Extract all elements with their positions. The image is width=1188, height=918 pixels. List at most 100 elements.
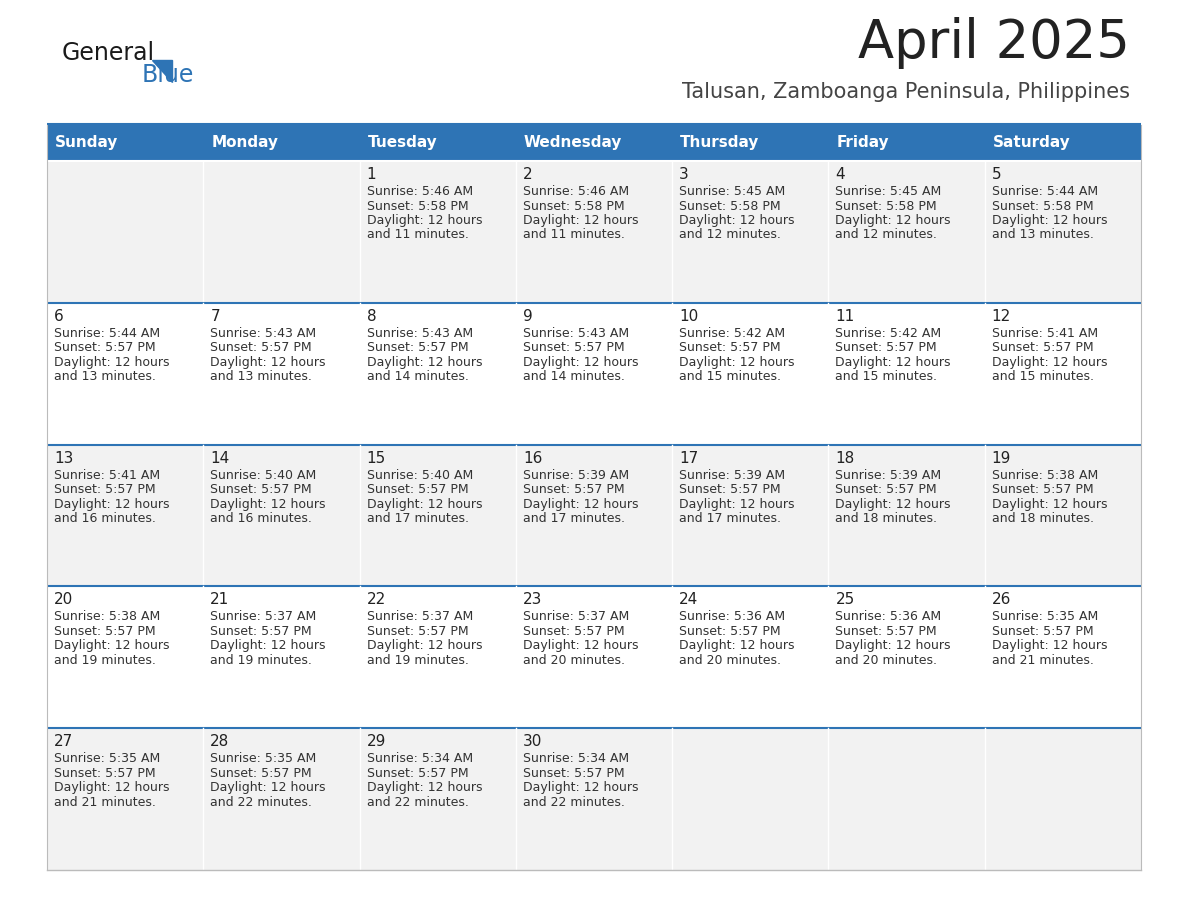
Text: 22: 22 — [367, 592, 386, 608]
Text: Tuesday: Tuesday — [367, 135, 437, 150]
Text: Sunset: 5:57 PM: Sunset: 5:57 PM — [53, 625, 156, 638]
Text: and 13 minutes.: and 13 minutes. — [992, 229, 1094, 241]
Text: and 22 minutes.: and 22 minutes. — [367, 796, 468, 809]
Text: Sunset: 5:57 PM: Sunset: 5:57 PM — [210, 483, 312, 496]
Text: Daylight: 12 hours: Daylight: 12 hours — [367, 781, 482, 794]
Text: Thursday: Thursday — [681, 135, 759, 150]
FancyBboxPatch shape — [48, 587, 1140, 728]
FancyBboxPatch shape — [360, 125, 516, 161]
FancyBboxPatch shape — [48, 728, 1140, 870]
Text: Sunrise: 5:44 AM: Sunrise: 5:44 AM — [992, 185, 1098, 198]
Text: Daylight: 12 hours: Daylight: 12 hours — [835, 356, 950, 369]
Text: 10: 10 — [680, 308, 699, 324]
Text: 21: 21 — [210, 592, 229, 608]
Text: and 20 minutes.: and 20 minutes. — [680, 654, 782, 666]
Text: 16: 16 — [523, 451, 542, 465]
Text: Sunset: 5:57 PM: Sunset: 5:57 PM — [523, 625, 625, 638]
Text: Daylight: 12 hours: Daylight: 12 hours — [992, 356, 1107, 369]
Text: Sunset: 5:57 PM: Sunset: 5:57 PM — [367, 341, 468, 354]
Text: Friday: Friday — [836, 135, 889, 150]
Text: and 13 minutes.: and 13 minutes. — [53, 370, 156, 384]
Text: Daylight: 12 hours: Daylight: 12 hours — [835, 214, 950, 227]
Text: 27: 27 — [53, 734, 74, 749]
Text: Daylight: 12 hours: Daylight: 12 hours — [210, 356, 326, 369]
Text: Sunrise: 5:46 AM: Sunrise: 5:46 AM — [523, 185, 628, 198]
Text: Sunset: 5:57 PM: Sunset: 5:57 PM — [210, 341, 312, 354]
Text: Sunrise: 5:43 AM: Sunrise: 5:43 AM — [210, 327, 316, 340]
FancyBboxPatch shape — [828, 125, 985, 161]
Text: Sunset: 5:57 PM: Sunset: 5:57 PM — [210, 767, 312, 779]
Text: Daylight: 12 hours: Daylight: 12 hours — [523, 781, 638, 794]
Text: Daylight: 12 hours: Daylight: 12 hours — [992, 214, 1107, 227]
Text: Daylight: 12 hours: Daylight: 12 hours — [523, 640, 638, 653]
Text: Monday: Monday — [211, 135, 278, 150]
Text: Sunrise: 5:36 AM: Sunrise: 5:36 AM — [680, 610, 785, 623]
Text: and 13 minutes.: and 13 minutes. — [210, 370, 312, 384]
Text: Sunrise: 5:34 AM: Sunrise: 5:34 AM — [523, 752, 628, 766]
FancyBboxPatch shape — [203, 125, 360, 161]
Text: 6: 6 — [53, 308, 64, 324]
Text: 1: 1 — [367, 167, 377, 182]
Text: and 22 minutes.: and 22 minutes. — [210, 796, 312, 809]
Text: Sunrise: 5:41 AM: Sunrise: 5:41 AM — [992, 327, 1098, 340]
Text: 4: 4 — [835, 167, 845, 182]
Text: 12: 12 — [992, 308, 1011, 324]
FancyBboxPatch shape — [672, 125, 828, 161]
Text: Daylight: 12 hours: Daylight: 12 hours — [210, 640, 326, 653]
Text: Sunset: 5:57 PM: Sunset: 5:57 PM — [992, 341, 1093, 354]
Text: and 15 minutes.: and 15 minutes. — [835, 370, 937, 384]
Text: Sunset: 5:57 PM: Sunset: 5:57 PM — [367, 767, 468, 779]
Text: and 16 minutes.: and 16 minutes. — [53, 512, 156, 525]
Text: Sunset: 5:57 PM: Sunset: 5:57 PM — [53, 767, 156, 779]
Text: and 14 minutes.: and 14 minutes. — [367, 370, 468, 384]
Text: 15: 15 — [367, 451, 386, 465]
FancyBboxPatch shape — [48, 161, 1140, 303]
Text: 13: 13 — [53, 451, 74, 465]
Text: Daylight: 12 hours: Daylight: 12 hours — [367, 640, 482, 653]
Text: and 15 minutes.: and 15 minutes. — [992, 370, 1094, 384]
Text: Sunset: 5:58 PM: Sunset: 5:58 PM — [523, 199, 625, 212]
Text: Daylight: 12 hours: Daylight: 12 hours — [210, 498, 326, 510]
Text: and 18 minutes.: and 18 minutes. — [992, 512, 1094, 525]
Text: and 15 minutes.: and 15 minutes. — [680, 370, 782, 384]
Text: 26: 26 — [992, 592, 1011, 608]
Text: and 19 minutes.: and 19 minutes. — [367, 654, 468, 666]
Text: Sunset: 5:57 PM: Sunset: 5:57 PM — [680, 483, 781, 496]
Polygon shape — [152, 60, 172, 82]
FancyBboxPatch shape — [48, 444, 1140, 587]
Text: Sunrise: 5:42 AM: Sunrise: 5:42 AM — [835, 327, 942, 340]
Text: Sunset: 5:57 PM: Sunset: 5:57 PM — [835, 625, 937, 638]
Text: 2: 2 — [523, 167, 532, 182]
Text: Daylight: 12 hours: Daylight: 12 hours — [835, 640, 950, 653]
Text: and 16 minutes.: and 16 minutes. — [210, 512, 312, 525]
Text: Sunrise: 5:38 AM: Sunrise: 5:38 AM — [992, 468, 1098, 482]
Text: Sunrise: 5:42 AM: Sunrise: 5:42 AM — [680, 327, 785, 340]
Text: and 20 minutes.: and 20 minutes. — [523, 654, 625, 666]
Text: Sunrise: 5:45 AM: Sunrise: 5:45 AM — [680, 185, 785, 198]
Text: Blue: Blue — [143, 63, 195, 87]
Text: 17: 17 — [680, 451, 699, 465]
Text: Daylight: 12 hours: Daylight: 12 hours — [210, 781, 326, 794]
Text: and 20 minutes.: and 20 minutes. — [835, 654, 937, 666]
Text: and 17 minutes.: and 17 minutes. — [680, 512, 782, 525]
Text: 11: 11 — [835, 308, 854, 324]
Text: Sunrise: 5:37 AM: Sunrise: 5:37 AM — [523, 610, 630, 623]
Text: Sunrise: 5:43 AM: Sunrise: 5:43 AM — [523, 327, 628, 340]
Text: Wednesday: Wednesday — [524, 135, 623, 150]
Text: 29: 29 — [367, 734, 386, 749]
Text: and 11 minutes.: and 11 minutes. — [367, 229, 468, 241]
Text: and 22 minutes.: and 22 minutes. — [523, 796, 625, 809]
Text: Sunrise: 5:45 AM: Sunrise: 5:45 AM — [835, 185, 942, 198]
Text: Sunset: 5:57 PM: Sunset: 5:57 PM — [680, 625, 781, 638]
Text: and 17 minutes.: and 17 minutes. — [523, 512, 625, 525]
Text: Sunset: 5:57 PM: Sunset: 5:57 PM — [367, 483, 468, 496]
FancyBboxPatch shape — [516, 125, 672, 161]
Text: Daylight: 12 hours: Daylight: 12 hours — [835, 498, 950, 510]
Text: Daylight: 12 hours: Daylight: 12 hours — [53, 640, 170, 653]
Text: Sunset: 5:58 PM: Sunset: 5:58 PM — [992, 199, 1093, 212]
Text: Sunset: 5:57 PM: Sunset: 5:57 PM — [367, 625, 468, 638]
Text: Sunrise: 5:43 AM: Sunrise: 5:43 AM — [367, 327, 473, 340]
Text: Daylight: 12 hours: Daylight: 12 hours — [680, 640, 795, 653]
Text: Sunset: 5:57 PM: Sunset: 5:57 PM — [210, 625, 312, 638]
Text: Daylight: 12 hours: Daylight: 12 hours — [680, 356, 795, 369]
